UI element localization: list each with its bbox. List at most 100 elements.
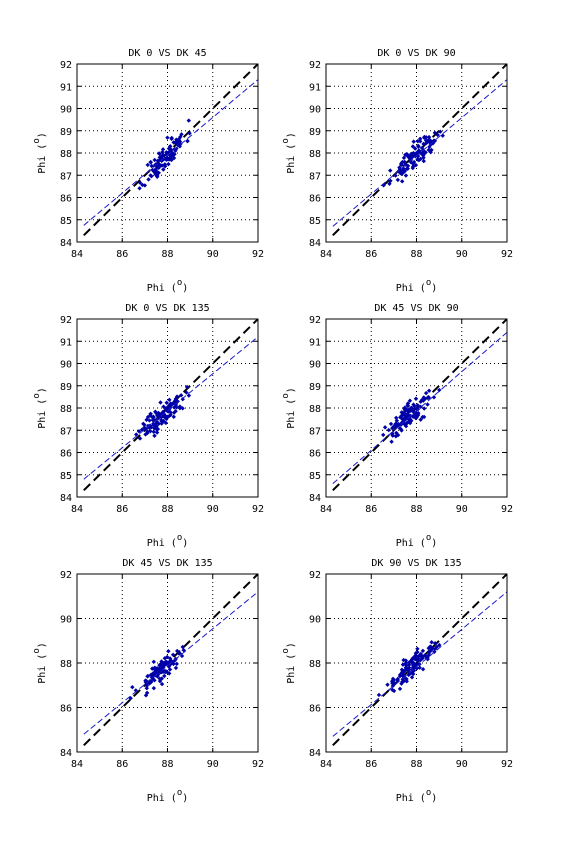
y-tick-label: 84 <box>60 748 72 759</box>
data-point <box>394 430 399 436</box>
data-point <box>177 404 183 409</box>
y-tick-label: 84 <box>309 748 321 759</box>
y-tick-label: 86 <box>60 194 72 205</box>
plot-area <box>83 64 258 237</box>
data-point <box>154 169 159 174</box>
data-point <box>186 393 192 398</box>
data-point <box>413 146 418 151</box>
identity-line <box>83 574 258 747</box>
data-point <box>388 178 393 184</box>
chart-title: DK 0 VS DK 135 <box>125 303 209 314</box>
x-axis-label-unit: o <box>426 278 431 288</box>
identity-line <box>83 64 258 237</box>
data-point <box>399 179 405 184</box>
data-point <box>403 424 409 429</box>
data-point <box>166 671 172 676</box>
data-point <box>432 649 437 655</box>
x-axis-label-close: ) <box>431 283 437 294</box>
x-tick-label: 90 <box>456 759 468 770</box>
data-point <box>398 427 404 432</box>
data-point <box>157 678 163 684</box>
data-point <box>392 680 397 686</box>
data-point <box>136 429 142 434</box>
data-point <box>163 414 168 420</box>
data-point <box>134 432 139 437</box>
x-axis-label: Phi (o) <box>147 533 189 549</box>
x-axis-label-unit: o <box>177 278 182 288</box>
data-point <box>144 686 149 691</box>
data-point <box>154 423 159 429</box>
data-point <box>434 644 439 650</box>
data-point <box>143 432 148 437</box>
x-tick-label: 92 <box>501 504 513 515</box>
y-tick-label: 90 <box>309 360 321 371</box>
data-point <box>176 136 182 142</box>
y-tick-label: 90 <box>60 360 72 371</box>
chart-title: DK 45 VS DK 135 <box>122 558 212 569</box>
data-point <box>420 666 426 672</box>
data-point <box>168 662 173 667</box>
data-point <box>158 669 163 675</box>
data-point <box>161 404 166 409</box>
x-tick-label: 88 <box>161 249 173 260</box>
data-point <box>437 387 442 393</box>
data-point <box>145 162 150 168</box>
identity-line <box>332 319 507 492</box>
y-axis-label-text: Phi ( <box>37 399 48 429</box>
data-point <box>395 177 401 183</box>
y-tick-label: 85 <box>60 471 72 482</box>
data-point <box>416 143 421 149</box>
data-point <box>421 395 426 400</box>
y-axis-label-close: ) <box>286 642 297 648</box>
chart-panel-2: DK 0 VS DK 90 84 86 88 90 92 84 85 86 87 88 89 90 91 9… <box>281 48 513 294</box>
data-point <box>170 652 176 657</box>
y-axis-label-text: Phi ( <box>37 654 48 684</box>
data-point <box>437 642 442 648</box>
data-point <box>399 420 405 425</box>
data-point <box>407 153 413 158</box>
data-point <box>167 144 173 149</box>
y-tick-label: 89 <box>309 127 321 138</box>
data-point <box>165 135 170 140</box>
data-point <box>417 136 423 141</box>
data-point <box>432 130 438 136</box>
data-point <box>179 653 185 659</box>
data-point <box>173 665 179 671</box>
data-point <box>400 662 406 667</box>
data-point <box>399 161 404 166</box>
y-tick-label: 89 <box>60 382 72 393</box>
data-point <box>158 400 163 405</box>
y-tick-label: 84 <box>60 238 72 249</box>
data-point <box>403 658 409 663</box>
data-point <box>168 401 173 406</box>
data-point <box>407 398 413 403</box>
x-tick-label: 88 <box>161 504 173 515</box>
y-tick-label: 88 <box>60 404 72 415</box>
data-point <box>399 410 404 415</box>
data-point <box>432 641 438 646</box>
chart-panel-3: DK 0 VS DK 135 84 86 88 90 92 84 85 86 87 88 89 90 91… <box>32 303 264 549</box>
data-point <box>398 415 403 420</box>
y-tick-label: 92 <box>60 60 72 71</box>
data-point <box>415 654 421 659</box>
data-point <box>388 421 394 427</box>
data-point <box>160 147 166 152</box>
data-point <box>411 150 416 156</box>
data-point <box>180 397 185 402</box>
data-point <box>142 422 147 427</box>
data-point <box>130 684 135 690</box>
data-point <box>156 162 161 168</box>
chart-title: DK 90 VS DK 135 <box>371 558 461 569</box>
data-point <box>155 668 160 673</box>
data-point <box>426 395 431 400</box>
data-point <box>167 667 173 672</box>
data-point <box>404 676 409 682</box>
x-axis-label: Phi (o) <box>396 533 438 549</box>
data-point <box>417 665 422 670</box>
data-point <box>152 678 157 683</box>
data-point <box>168 410 173 415</box>
data-point <box>151 659 156 665</box>
data-point <box>429 640 434 645</box>
data-point <box>426 147 431 153</box>
data-point <box>159 659 164 664</box>
